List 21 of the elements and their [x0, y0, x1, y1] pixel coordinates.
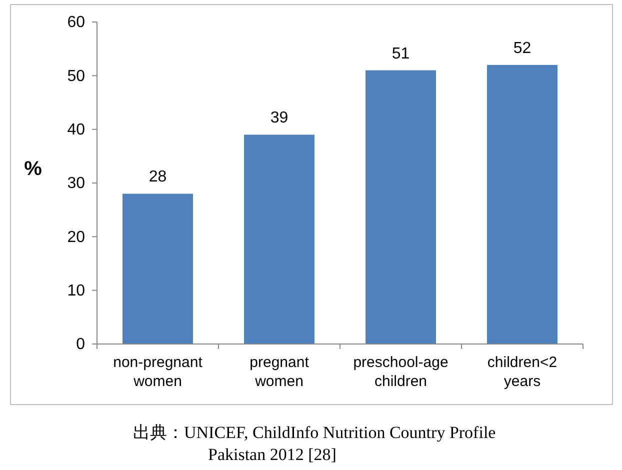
bar [122, 194, 193, 344]
x-tick-label: preschool-age children [353, 354, 448, 390]
x-tick-label: non-pregnant women [113, 354, 204, 390]
y-tick-label: 60 [67, 14, 86, 32]
data-label: 28 [148, 168, 167, 186]
source-note: 出典：UNICEF, ChildInfo Nutrition Country Profile Pakistan 2012 [28] [133, 423, 496, 464]
x-tick-label: pregnant women [250, 354, 310, 390]
bar [244, 134, 314, 344]
y-tick-label: 50 [67, 68, 86, 85]
y-tick-label: 40 [67, 121, 86, 138]
bar [487, 64, 558, 344]
data-label: 52 [513, 40, 532, 57]
data-label: 51 [392, 45, 410, 62]
y-tick-label: 20 [67, 228, 86, 246]
y-tick-label: 10 [67, 282, 86, 300]
y-axis-title: % [24, 158, 42, 180]
bar [366, 70, 436, 344]
x-tick-label: children<2 years [487, 354, 558, 390]
y-tick-label: 30 [67, 175, 86, 192]
data-label: 39 [270, 110, 288, 127]
y-tick-label: 0 [76, 336, 86, 354]
